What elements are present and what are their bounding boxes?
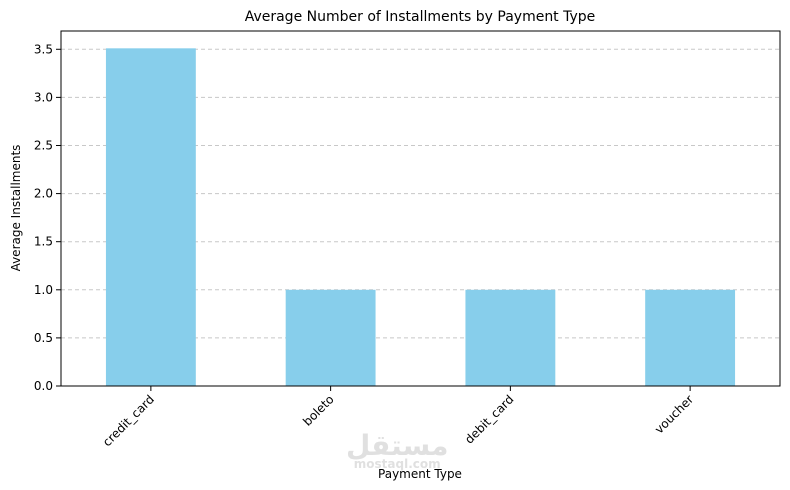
x-tick-label: boleto [300, 392, 337, 429]
y-tick-label: 3.5 [34, 42, 53, 56]
y-tick-label: 3.0 [34, 90, 53, 104]
y-tick-label: 0.0 [34, 379, 53, 393]
y-tick-label: 1.5 [34, 235, 53, 249]
bars [105, 48, 736, 386]
bar-voucher [645, 289, 736, 386]
bar-credit-card [105, 48, 196, 386]
x-tick-label: credit_card [100, 392, 157, 449]
bar-boleto [285, 289, 376, 386]
x-axis-label: Payment Type [378, 467, 462, 481]
y-axis-label: Average Installments [9, 145, 23, 272]
y-tick-label: 0.5 [34, 331, 53, 345]
bar-debit-card [465, 289, 556, 386]
y-axis-ticks: 0.0 0.5 1.0 1.5 2.0 2.5 3.0 3.5 [34, 42, 61, 393]
x-tick-label: debit_card [462, 392, 516, 446]
chart-title: Average Number of Installments by Paymen… [245, 9, 596, 25]
watermark-logo: مستقل mostaql.com [346, 429, 449, 471]
x-tick-label: voucher [652, 392, 696, 436]
plot-frame [60, 30, 781, 387]
y-tick-label: 2.5 [34, 138, 53, 152]
y-tick-label: 2.0 [34, 187, 53, 201]
watermark-latin: mostaql.com [353, 457, 441, 471]
y-tick-label: 1.0 [34, 283, 53, 297]
watermark-arabic: مستقل [346, 429, 449, 462]
